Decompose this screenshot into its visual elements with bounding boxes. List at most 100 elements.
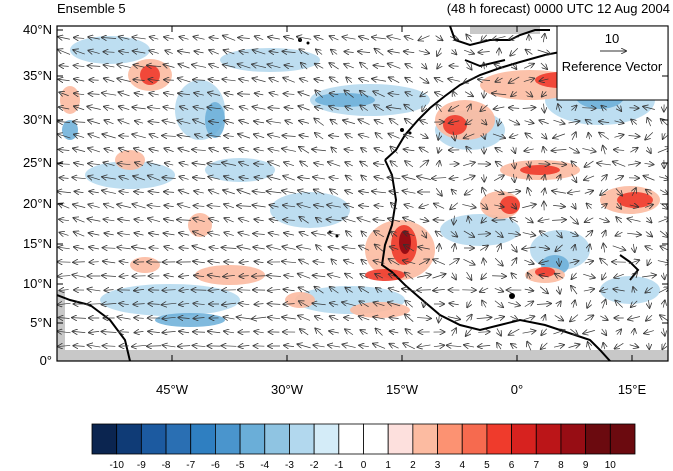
wind-vector-arrow — [495, 230, 502, 237]
wind-vector-arrow — [58, 50, 71, 55]
wind-vector-arrow — [316, 218, 323, 222]
wind-vector-arrow — [615, 343, 624, 348]
wind-vector-arrow — [283, 220, 295, 221]
wind-vector-arrow — [58, 37, 70, 40]
wind-vector-arrow — [73, 262, 85, 263]
wind-vector-arrow — [403, 260, 416, 263]
wind-vector-arrow — [388, 218, 400, 221]
wind-vector-arrow — [193, 37, 205, 40]
wind-vector-arrow — [132, 37, 146, 39]
wind-vector-arrow — [164, 219, 175, 221]
wind-vector-arrow — [602, 328, 607, 335]
wind-vector-arrow — [164, 192, 175, 193]
wind-vector-arrow — [494, 258, 503, 265]
wind-vector-arrow — [345, 149, 354, 150]
wind-vector-arrow — [57, 331, 71, 333]
wind-vector-arrow — [599, 218, 609, 221]
wind-vector-arrow — [134, 192, 144, 193]
colorbar-swatch — [289, 423, 315, 455]
colorbar-swatch — [387, 423, 414, 455]
wind-vector-arrow — [344, 317, 354, 318]
wind-vector-arrow — [254, 149, 264, 151]
wind-vector-arrow — [104, 290, 114, 291]
wind-vector-arrow — [254, 331, 264, 333]
wind-vector-arrow — [328, 274, 341, 277]
wind-vector-arrow — [254, 121, 265, 123]
wind-vector-arrow — [284, 233, 295, 235]
wind-vector-arrow — [88, 94, 100, 95]
wind-vector-arrow — [433, 259, 446, 265]
wind-vector-arrow — [463, 50, 474, 54]
wind-vector-arrow — [539, 219, 550, 221]
wind-vector-arrow — [313, 345, 325, 347]
wind-vector-arrow — [331, 147, 336, 152]
colorbar-tick-label: 5 — [484, 460, 490, 471]
wind-vector-arrow — [453, 91, 455, 96]
wind-vector-arrow — [628, 219, 641, 222]
colorbar-tick-label: 9 — [583, 460, 589, 471]
wind-vector-arrow — [541, 342, 548, 349]
wind-vector-arrow — [148, 176, 161, 181]
wind-vector-arrow — [148, 79, 160, 80]
wind-vector-arrow — [117, 64, 131, 67]
wind-vector-arrow — [418, 345, 431, 347]
wind-vector-arrow — [524, 149, 534, 151]
wind-vector-arrow — [298, 92, 310, 96]
wind-vector-arrow — [601, 106, 606, 110]
wind-vector-arrow — [663, 272, 664, 280]
wind-vector-arrow — [543, 189, 545, 196]
wind-vector-arrow — [179, 148, 190, 151]
wind-vector-arrow — [178, 78, 191, 82]
wind-vector-arrow — [599, 121, 610, 122]
colorbar-swatch — [116, 423, 142, 455]
wind-vector-arrow — [660, 315, 668, 322]
wind-vector-arrow — [583, 289, 594, 291]
wind-vector-arrow — [402, 289, 417, 291]
wind-vector-arrow — [387, 107, 402, 109]
wind-vector-arrow — [391, 203, 398, 210]
wind-vector-arrow — [88, 50, 100, 53]
wind-vector-arrow — [342, 218, 356, 222]
wind-vector-arrow — [313, 177, 326, 179]
wind-vector-arrow — [645, 246, 653, 249]
wind-vector-arrow — [208, 331, 221, 333]
wind-vector-arrow — [632, 188, 636, 197]
wind-vector-arrow — [193, 120, 206, 125]
lat-tick-label: 5°N — [30, 315, 52, 330]
wind-vector-arrow — [481, 272, 487, 279]
colorbar-swatch — [91, 423, 118, 455]
wind-vector-arrow — [193, 80, 206, 81]
wind-vector-arrow — [571, 286, 578, 295]
colorbar-tick-label: -3 — [285, 460, 294, 471]
wind-vector-arrow — [299, 135, 309, 137]
wind-vector-arrow — [511, 258, 516, 267]
wind-vector-arrow — [647, 118, 650, 127]
wind-vector-arrow — [361, 148, 368, 152]
wind-vector-arrow — [315, 316, 324, 319]
wind-vector-arrow — [417, 275, 431, 278]
wind-vector-arrow — [405, 273, 414, 280]
wind-vector-arrow — [613, 289, 625, 291]
wind-vector-arrow — [239, 276, 249, 277]
wind-vector-arrow — [59, 92, 69, 96]
wind-vector-arrow — [225, 93, 234, 95]
wind-vector-arrow — [390, 161, 398, 168]
wind-vector-arrow — [404, 205, 414, 208]
wind-vector-arrow — [553, 330, 564, 334]
wind-vector-arrow — [613, 162, 626, 167]
wind-vector-arrow — [89, 80, 99, 81]
wind-vector-arrow — [513, 159, 514, 169]
wind-vector-arrow — [508, 233, 520, 235]
wind-vector-arrow — [587, 204, 592, 209]
wind-vector-arrow — [659, 190, 668, 194]
wind-vector-arrow — [372, 79, 387, 82]
wind-vector-arrow — [629, 205, 639, 207]
lat-tick-label: 20°N — [23, 196, 52, 211]
wind-vector-arrow — [74, 134, 85, 137]
wind-vector-arrow — [403, 343, 415, 350]
wind-vector-arrow — [193, 218, 205, 221]
wind-vector-arrow — [453, 244, 455, 253]
wind-vector-arrow — [208, 275, 221, 277]
wind-vector-arrow — [283, 78, 295, 83]
wind-vector-arrow — [149, 149, 159, 151]
